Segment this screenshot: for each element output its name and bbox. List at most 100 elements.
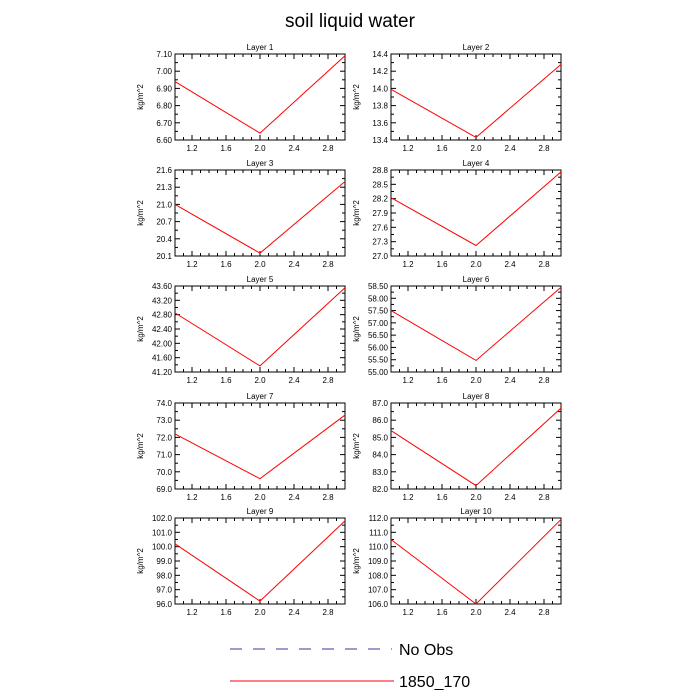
x-tick-label: 1.2 [186, 144, 198, 153]
y-tick-label: 56.50 [368, 331, 389, 340]
y-tick-label: 73.0 [156, 416, 172, 425]
series-line-1850-170 [390, 286, 562, 362]
series-line-1850-170 [390, 171, 562, 247]
x-tick-label: 2.4 [288, 493, 300, 502]
y-tick-label: 6.60 [156, 136, 172, 145]
panel-title: Layer 1 [247, 43, 274, 52]
y-tick-label: 56.00 [368, 343, 389, 352]
x-tick-label: 1.2 [402, 376, 414, 385]
x-tick-label: 2.8 [538, 376, 550, 385]
x-tick-label: 2.4 [288, 144, 300, 153]
x-tick-label: 2.4 [504, 144, 516, 153]
x-tick-label: 2.8 [322, 260, 334, 269]
plot-frame [174, 169, 346, 257]
panel-layer-7: Layer 7 kg/m^2 69.0 70.0 71.0 72.0 73.0 74.0 1.2… [136, 392, 346, 502]
x-tick-label: 2.0 [470, 260, 482, 269]
y-tick-label: 109.0 [368, 557, 389, 566]
y-tick-label: 14.0 [372, 84, 388, 93]
panel-title: Layer 10 [460, 507, 492, 516]
y-tick-label: 96.0 [156, 600, 172, 609]
y-tick-label: 70.0 [156, 468, 172, 477]
y-tick-label: 84.0 [372, 451, 388, 460]
x-tick-label: 1.2 [402, 260, 414, 269]
panel-layer-10: Layer 10 kg/m^2 106.0 107.0 108.0 109.0 110.0 1… [352, 507, 562, 617]
plot-frame [390, 169, 562, 257]
x-tick-label: 2.0 [254, 493, 266, 502]
y-axis-label: kg/m^2 [352, 200, 361, 226]
y-axis-label: kg/m^2 [352, 84, 361, 110]
x-tick-label: 2.4 [288, 376, 300, 385]
panel-layer-3: Layer 3 kg/m^2 20.1 20.4 20.7 21.0 21.3 21.6 1.2… [136, 159, 346, 269]
y-tick-label: 106.0 [368, 600, 389, 609]
y-tick-label: 83.0 [372, 468, 388, 477]
panel-layer-8: Layer 8 kg/m^2 82.0 83.0 84.0 85.0 86.0 87.0 1.2… [352, 392, 562, 502]
y-tick-label: 21.6 [156, 166, 172, 175]
x-tick-label: 2.8 [322, 144, 334, 153]
plot-frame [390, 517, 562, 605]
x-tick-label: 2.0 [470, 376, 482, 385]
x-tick-label: 1.2 [186, 493, 198, 502]
y-axis-label: kg/m^2 [136, 200, 145, 226]
x-tick-label: 2.4 [288, 260, 300, 269]
y-tick-label: 86.0 [372, 416, 388, 425]
y-tick-label: 43.60 [152, 282, 173, 291]
x-tick-label: 2.8 [538, 144, 550, 153]
series-line-1850-170 [174, 520, 346, 602]
y-tick-label: 7.00 [156, 67, 172, 76]
y-tick-label: 100.0 [152, 543, 173, 552]
y-tick-label: 101.0 [152, 528, 173, 537]
x-tick-label: 2.8 [322, 608, 334, 617]
y-tick-label: 55.50 [368, 356, 389, 365]
x-tick-label: 2.4 [504, 493, 516, 502]
x-tick-label: 1.6 [220, 144, 232, 153]
y-tick-label: 41.60 [152, 354, 173, 363]
x-tick-label: 2.8 [538, 493, 550, 502]
y-tick-label: 99.0 [156, 557, 172, 566]
x-tick-label: 1.6 [436, 144, 448, 153]
x-tick-label: 2.0 [254, 144, 266, 153]
series-line-1850-170 [390, 63, 562, 139]
x-tick-label: 1.2 [186, 608, 198, 617]
x-tick-label: 1.2 [402, 493, 414, 502]
y-tick-label: 6.70 [156, 119, 172, 128]
y-tick-label: 57.50 [368, 307, 389, 316]
x-tick-label: 1.6 [220, 608, 232, 617]
x-tick-label: 1.6 [220, 493, 232, 502]
x-tick-label: 1.2 [402, 608, 414, 617]
y-tick-label: 41.20 [152, 368, 173, 377]
x-tick-label: 2.0 [470, 493, 482, 502]
x-tick-label: 2.8 [538, 608, 550, 617]
x-tick-label: 1.6 [436, 376, 448, 385]
x-tick-label: 2.4 [504, 260, 516, 269]
x-tick-label: 2.0 [254, 608, 266, 617]
panel-title: Layer 6 [463, 275, 490, 284]
series-line-1850-170 [174, 287, 346, 367]
x-tick-label: 2.4 [288, 608, 300, 617]
y-tick-label: 7.10 [156, 50, 172, 59]
y-tick-label: 98.0 [156, 571, 172, 580]
x-tick-label: 1.6 [436, 493, 448, 502]
y-tick-label: 57.00 [368, 319, 389, 328]
plot-frame [174, 402, 346, 490]
panel-grid: Layer 1 kg/m^2 6.60 6.70 6.80 6.90 7.00 7.10 1.2… [136, 43, 562, 617]
legend-label-1850-170: 1850_170 [399, 674, 470, 691]
y-tick-label: 110.0 [369, 543, 389, 552]
y-tick-label: 58.50 [368, 282, 389, 291]
y-tick-label: 27.6 [372, 223, 388, 232]
y-tick-label: 20.4 [156, 235, 172, 244]
panel-title: Layer 4 [463, 159, 490, 168]
y-tick-label: 21.3 [156, 183, 172, 192]
y-tick-label: 82.0 [372, 485, 388, 494]
y-tick-label: 97.0 [156, 586, 172, 595]
y-axis-label: kg/m^2 [136, 433, 145, 459]
y-tick-label: 112.0 [369, 514, 389, 523]
x-tick-label: 2.8 [322, 376, 334, 385]
y-tick-label: 6.90 [156, 84, 172, 93]
panel-layer-9: Layer 9 kg/m^2 96.0 97.0 98.0 99.0 100.0 101.0 1… [136, 507, 346, 617]
panel-title: Layer 3 [247, 159, 274, 168]
y-tick-label: 27.9 [372, 209, 388, 218]
x-tick-label: 2.4 [504, 376, 516, 385]
x-tick-label: 2.8 [538, 260, 550, 269]
y-tick-label: 20.7 [156, 218, 172, 227]
